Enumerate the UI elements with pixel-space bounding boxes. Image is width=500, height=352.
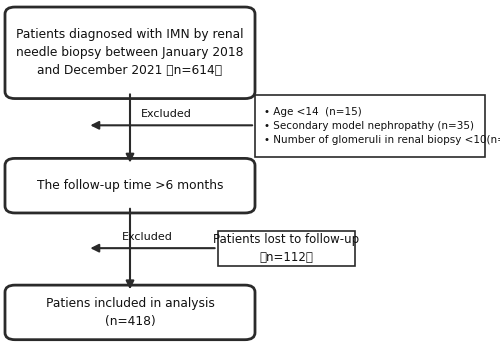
Text: Patients diagnosed with IMN by renal
needle biopsy between January 2018
and Dece: Patients diagnosed with IMN by renal nee…: [16, 28, 244, 77]
Text: Excluded: Excluded: [122, 232, 173, 242]
Text: Patients lost to follow-up
（n=112）: Patients lost to follow-up （n=112）: [213, 233, 360, 264]
FancyBboxPatch shape: [218, 231, 355, 266]
FancyBboxPatch shape: [5, 285, 255, 340]
FancyBboxPatch shape: [5, 7, 255, 99]
Text: Excluded: Excluded: [141, 109, 192, 119]
Text: The follow-up time >6 months: The follow-up time >6 months: [37, 179, 223, 192]
Text: • Age <14  (n=15)
• Secondary model nephropathy (n=35)
• Number of glomeruli in : • Age <14 (n=15) • Secondary model nephr…: [264, 107, 500, 145]
FancyBboxPatch shape: [5, 158, 255, 213]
Text: Patiens included in analysis
(n=418): Patiens included in analysis (n=418): [46, 297, 214, 328]
FancyBboxPatch shape: [255, 95, 485, 157]
